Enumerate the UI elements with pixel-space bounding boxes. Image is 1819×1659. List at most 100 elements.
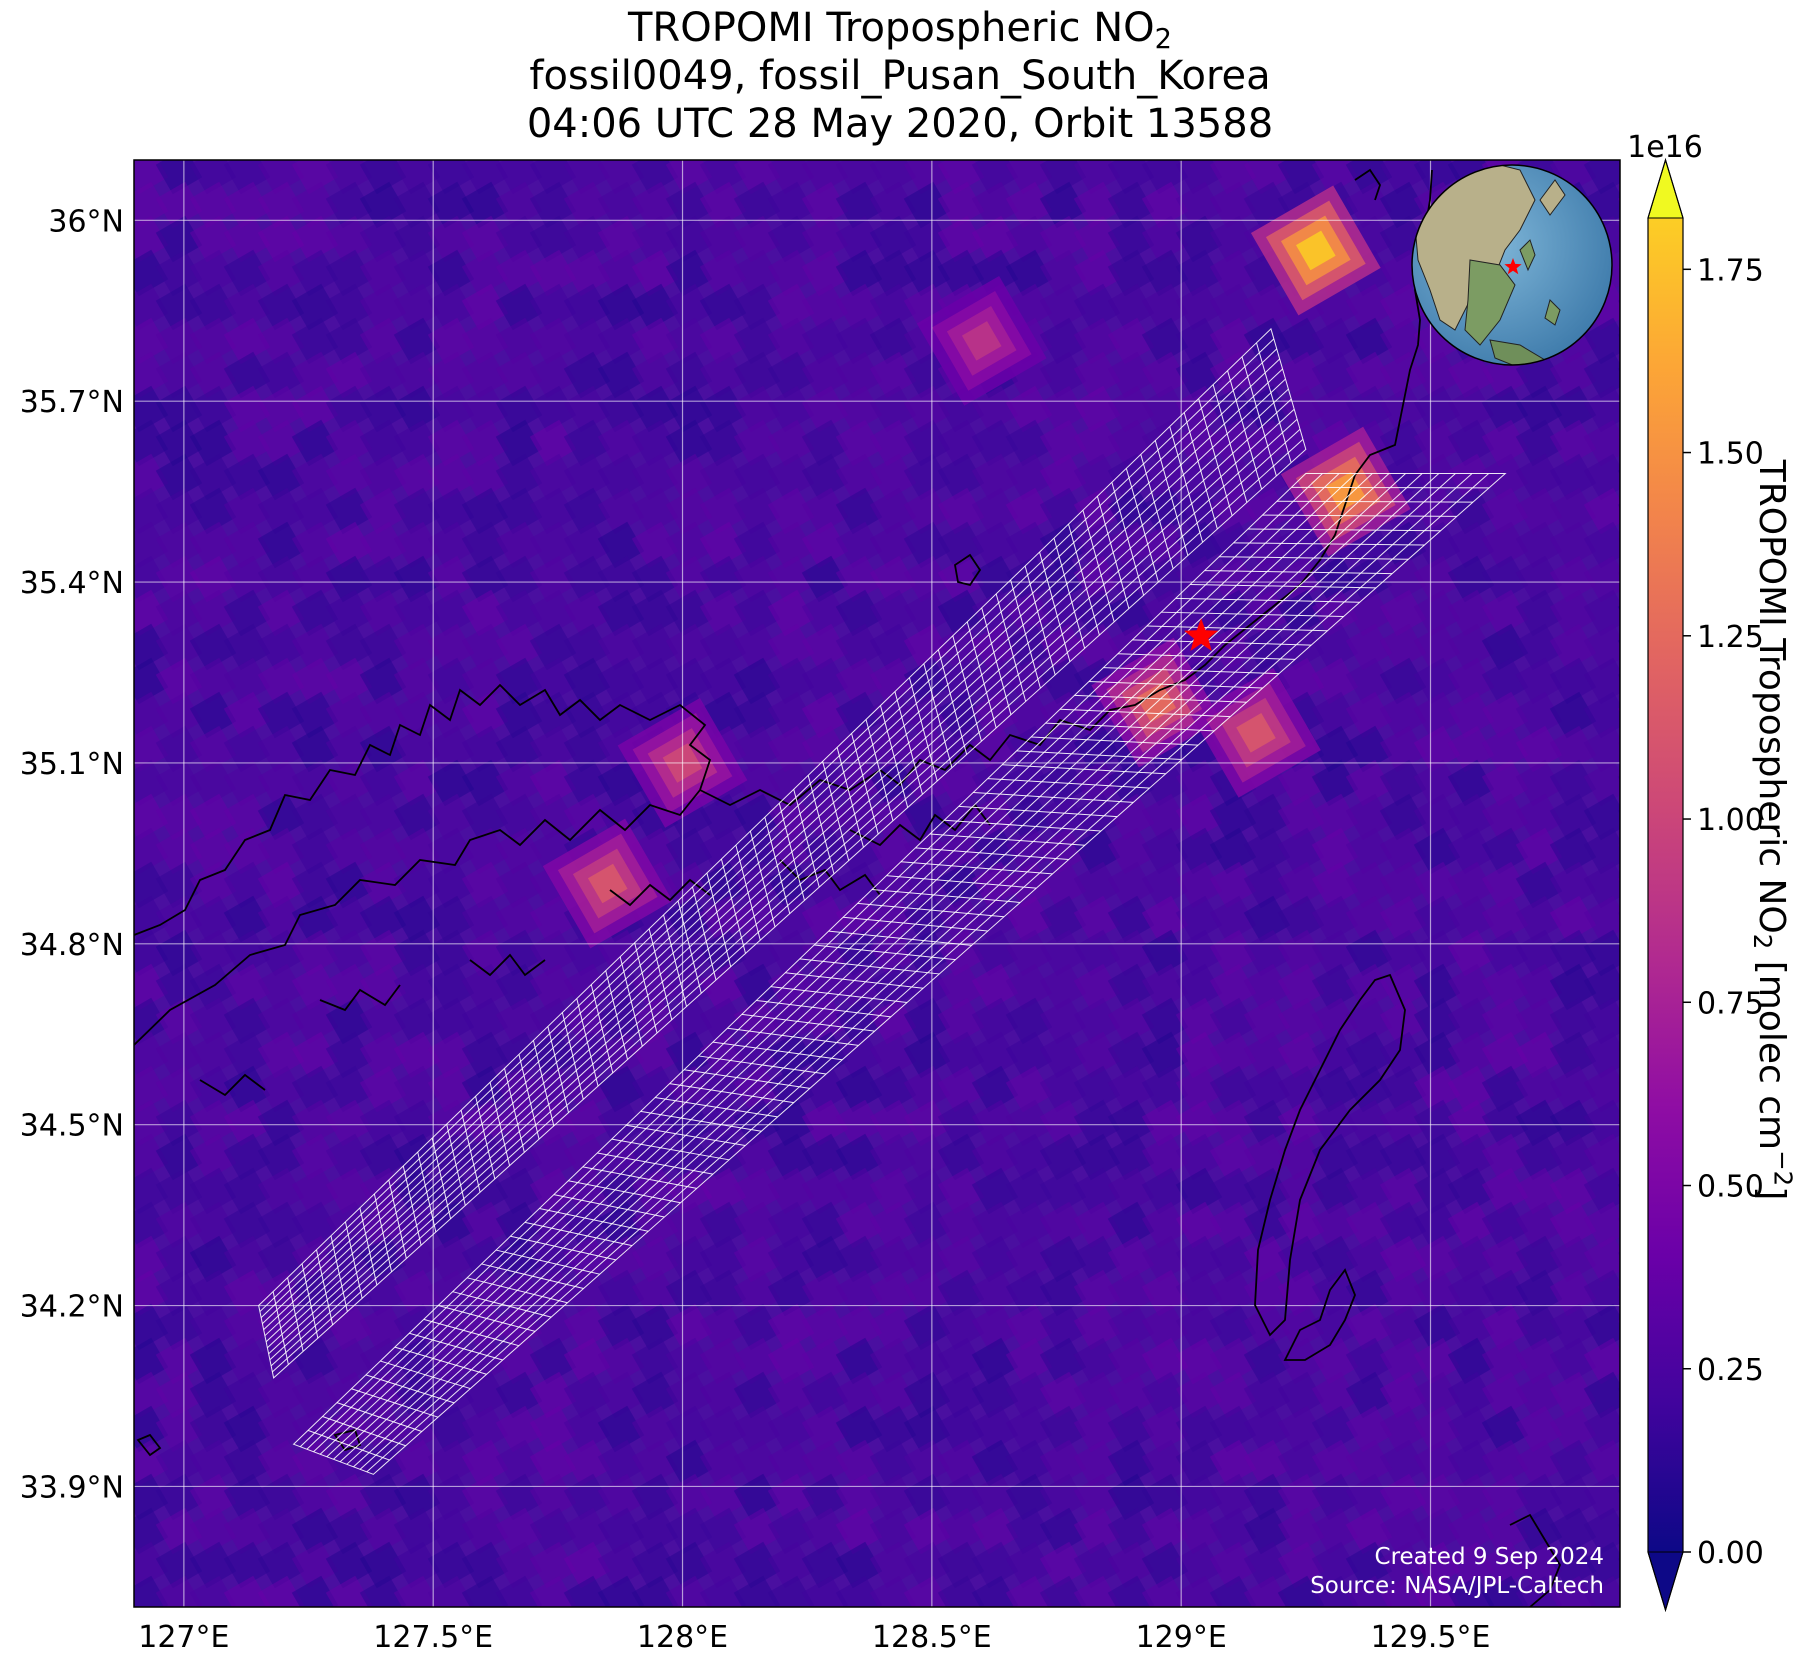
- no2-pixel: [1005, 1337, 1053, 1385]
- no2-pixel: [189, 215, 237, 263]
- no2-pixel: [1515, 1473, 1563, 1521]
- no2-pixel: [1277, 963, 1325, 1011]
- no2-pixel: [223, 249, 271, 297]
- no2-pixel: [155, 725, 203, 773]
- no2-pixel: [291, 385, 339, 433]
- lon-tick-label: 129°E: [1136, 1620, 1227, 1655]
- no2-pixel: [869, 589, 917, 637]
- no2-pixel: [1073, 453, 1121, 501]
- no2-pixel: [1005, 215, 1053, 263]
- no2-pixel: [1107, 249, 1155, 297]
- no2-pixel: [597, 1235, 645, 1283]
- no2-pixel: [1073, 1269, 1121, 1317]
- no2-pixel: [189, 657, 237, 705]
- no2-pixel: [1583, 725, 1620, 773]
- no2-pixel: [1515, 453, 1563, 501]
- colorbar-tick-label: 1.50: [1697, 437, 1764, 472]
- no2-pixel: [869, 521, 917, 569]
- no2-pixel: [1006, 1610, 1052, 1656]
- no2-pixel: [461, 181, 509, 229]
- no2-pixel: [1005, 1507, 1053, 1555]
- no2-pixel: [529, 385, 577, 433]
- no2-pixel: [291, 963, 339, 1011]
- no2-pixel: [699, 1371, 747, 1419]
- no2-pixel: [1039, 215, 1087, 263]
- no2-pixel: [495, 215, 543, 263]
- no2-pixel: [1277, 657, 1325, 705]
- no2-pixel: [1175, 249, 1223, 297]
- no2-pixel: [325, 1133, 373, 1181]
- no2-pixel: [1379, 929, 1427, 977]
- no2-pixel: [1549, 1031, 1597, 1079]
- no2-pixel: [155, 1337, 203, 1385]
- no2-pixel: [971, 657, 1019, 705]
- no2-pixel: [1345, 997, 1393, 1045]
- no2-pixel: [1413, 1575, 1461, 1607]
- no2-pixel: [1515, 691, 1563, 739]
- no2-pixel: [223, 997, 271, 1045]
- no2-pixel: [1243, 1507, 1291, 1555]
- no2-pixel: [189, 419, 237, 467]
- no2-pixel: [427, 160, 475, 161]
- no2-pixel: [1141, 861, 1189, 909]
- no2-pixel: [1277, 1303, 1325, 1351]
- no2-pixel: [393, 160, 441, 195]
- no2-pixel: [1073, 487, 1121, 535]
- no2-pixel: [189, 1405, 237, 1453]
- no2-pixel: [1447, 351, 1495, 399]
- no2-pixel: [223, 1473, 271, 1521]
- no2-pixel: [427, 929, 475, 977]
- no2-pixel: [393, 623, 441, 671]
- no2-pixel: [971, 1337, 1019, 1385]
- no2-pixel: [427, 589, 475, 637]
- no2-pixel: [971, 1031, 1019, 1079]
- no2-pixel: [937, 1507, 985, 1555]
- no2-pixel: [1379, 283, 1427, 331]
- no2-pixel: [1209, 1337, 1257, 1385]
- no2-pixel: [903, 1473, 951, 1521]
- no2-pixel: [1039, 453, 1087, 501]
- no2-pixel: [1209, 1269, 1257, 1317]
- no2-pixel: [903, 160, 951, 161]
- no2-pixel: [291, 1507, 339, 1555]
- no2-pixel: [733, 657, 781, 705]
- no2-pixel: [427, 215, 475, 263]
- no2-pixel: [903, 1541, 951, 1589]
- no2-pixel: [1583, 929, 1620, 977]
- no2-pixel: [1073, 181, 1121, 229]
- lon-tick-label: 128.5°E: [872, 1620, 992, 1655]
- no2-pixel: [1209, 997, 1257, 1045]
- no2-pixel: [1379, 691, 1427, 739]
- no2-pixel: [699, 963, 747, 1011]
- no2-pixel: [801, 1473, 849, 1521]
- no2-pixel: [529, 215, 577, 263]
- no2-pixel: [699, 215, 747, 263]
- no2-pixel: [257, 827, 305, 875]
- no2-pixel: [495, 929, 543, 977]
- no2-pixel: [835, 1269, 883, 1317]
- no2-pixel: [1107, 160, 1155, 195]
- no2-pixel: [325, 385, 373, 433]
- no2-pixel: [427, 385, 475, 433]
- no2-pixel: [1141, 1065, 1189, 1113]
- no2-pixel: [1549, 1337, 1597, 1385]
- no2-pixel: [699, 657, 747, 705]
- no2-pixel: [733, 1031, 781, 1079]
- no2-pixel: [495, 453, 543, 501]
- no2-pixel: [835, 861, 883, 909]
- no2-pixel: [1277, 623, 1325, 671]
- no2-pixel: [155, 997, 203, 1045]
- no2-pixel: [223, 1405, 271, 1453]
- no2-pixel: [134, 453, 135, 501]
- no2-pixel: [1481, 793, 1529, 841]
- no2-pixel: [1515, 419, 1563, 467]
- no2-pixel: [733, 589, 781, 637]
- no2-pixel: [189, 1133, 237, 1181]
- no2-pixel: [88, 1610, 134, 1656]
- no2-pixel: [1243, 1473, 1291, 1521]
- no2-pixel: [1549, 861, 1597, 909]
- no2-pixel: [1515, 1065, 1563, 1113]
- no2-pixel: [1345, 691, 1393, 739]
- no2-pixel: [155, 1065, 203, 1113]
- no2-pixel: [631, 555, 679, 603]
